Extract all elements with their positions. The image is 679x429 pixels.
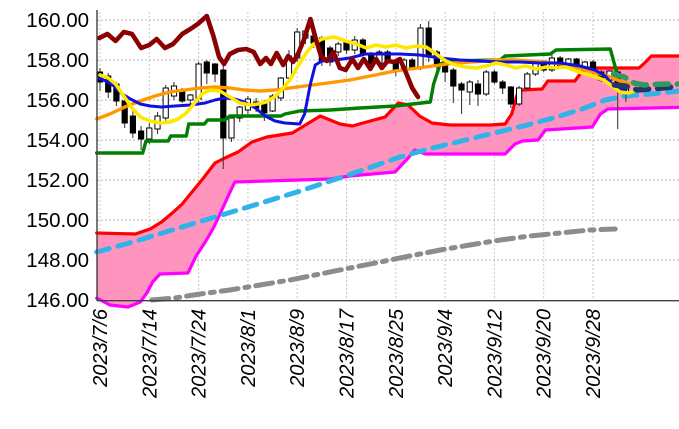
candle-body-down: [203, 61, 210, 74]
y-tick-label: 158.00: [26, 49, 89, 72]
x-axis-labels: 2023/7/6 2023/7/14 2023/7/24 2023/8/1 2023/8…: [90, 308, 605, 399]
candle-body-up: [162, 87, 169, 119]
candle-body-up: [228, 117, 235, 139]
x-tick-label: 2023/9/20: [534, 309, 556, 399]
x-tick-label: 2023/8/1: [238, 309, 260, 388]
cloud: [96, 56, 679, 307]
series-long-term-dashdot-gray: [149, 226, 618, 303]
y-tick-label: 146.00: [26, 289, 89, 312]
y-tick-label: 160.00: [26, 9, 89, 32]
x-tick-label: 2023/9/12: [484, 309, 506, 399]
candle-body-down: [211, 63, 219, 75]
candle-body-down: [507, 86, 514, 105]
candle-body-up: [483, 71, 490, 95]
series-navy-dashed-end: [611, 82, 675, 93]
candle-body-up: [516, 87, 523, 105]
candle-body-down: [458, 83, 465, 91]
x-tick-label: 2023/7/14: [139, 309, 161, 399]
y-tick-label: 152.00: [26, 169, 89, 192]
candle-body-down: [491, 71, 498, 83]
series-kijun-blue: [96, 52, 628, 126]
series-teal-dashed-end: [610, 71, 679, 88]
x-tick-label: 2023/7/24: [189, 309, 211, 399]
x-tick-label: 2023/8/9: [287, 309, 309, 388]
x-tick-label: 2023/9/4: [435, 309, 457, 388]
series-trend-dashed-cyan: [94, 88, 679, 255]
candle-body-up: [335, 43, 342, 53]
y-tick-label: 156.00: [26, 89, 89, 112]
series-above-candles: [94, 13, 679, 155]
candle-body-down: [474, 83, 482, 95]
axes: [96, 10, 679, 302]
x-tick-label: 2023/9/28: [583, 309, 605, 399]
x-tick-label: 2023/7/6: [90, 308, 112, 388]
candle-body-down: [121, 100, 128, 124]
candle-body-up: [187, 94, 194, 101]
series-stepped-green-line: [94, 47, 620, 155]
y-tick-label: 150.00: [26, 209, 89, 232]
series-below-candles: [94, 54, 679, 309]
candle-body-down: [129, 115, 137, 134]
series-chikou-maroon: [96, 13, 421, 100]
x-tick-label: 2023/8/17: [337, 308, 359, 399]
candle-body-up: [524, 73, 531, 89]
y-tick-label: 148.00: [26, 249, 89, 272]
candle-body-up: [146, 127, 153, 140]
series-senkou-span-a: [95, 54, 679, 236]
candle-body-down: [450, 69, 457, 87]
candle-body-up: [236, 106, 243, 119]
x-tick-label: 2023/8/25: [386, 308, 408, 399]
y-axis-labels: 160.00 158.00 156.00 154.00 152.00 150.00 148.…: [26, 9, 89, 312]
y-tick-label: 154.00: [26, 129, 89, 152]
series-tenkan-yellow: [98, 35, 636, 125]
candle-body-down: [220, 69, 227, 139]
candle-body-down: [179, 90, 186, 102]
ichimoku-cloud-fill: [96, 56, 679, 307]
candle-body-down: [499, 81, 506, 89]
candle-body-down: [138, 130, 145, 140]
candle-body-up: [466, 81, 473, 93]
